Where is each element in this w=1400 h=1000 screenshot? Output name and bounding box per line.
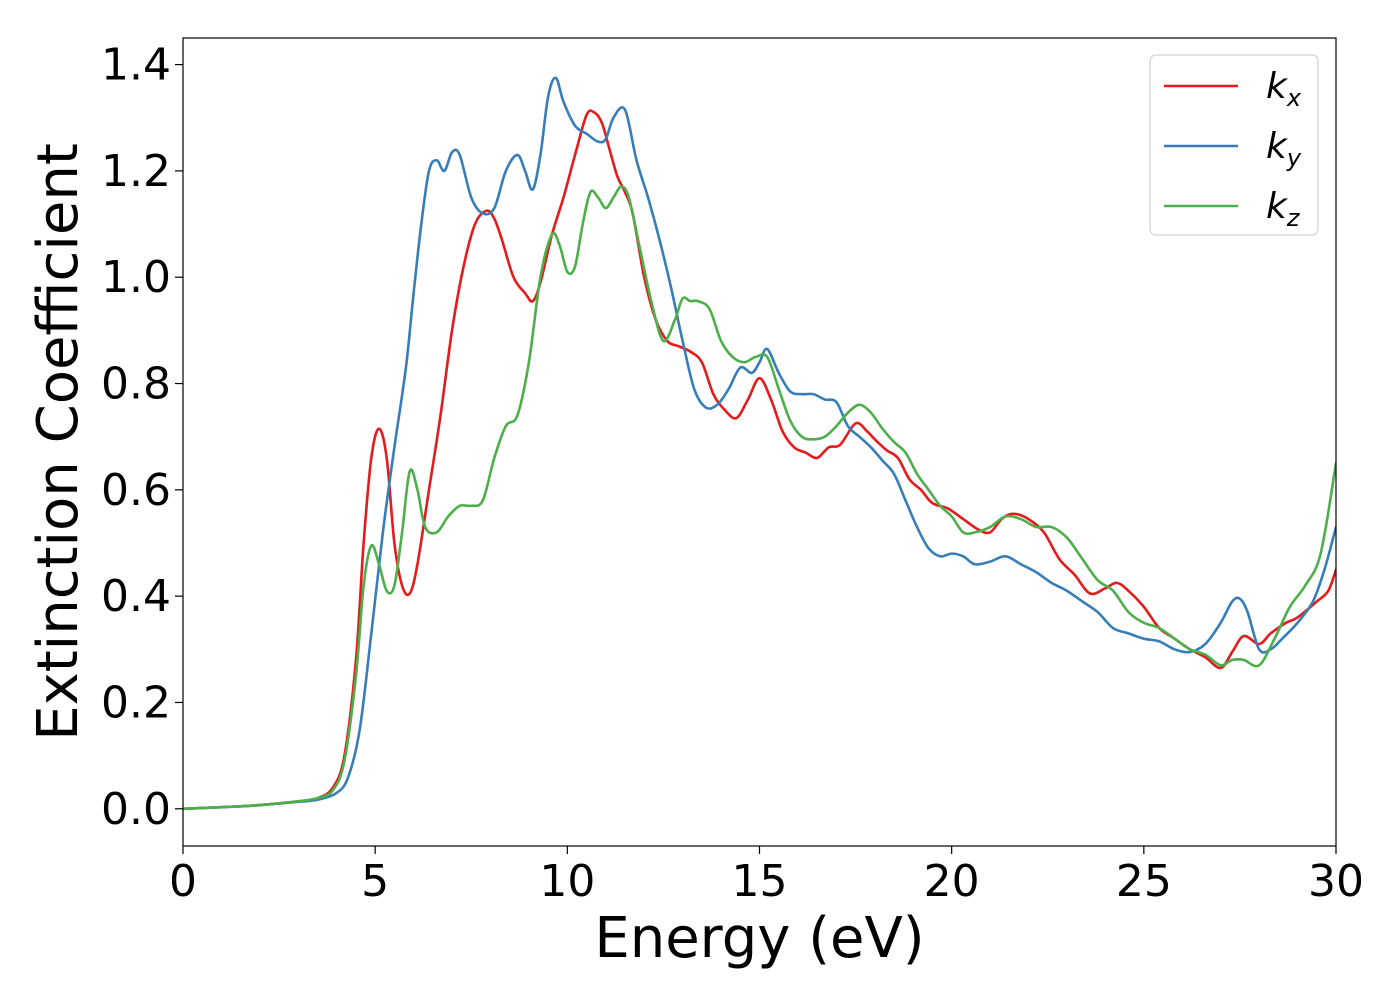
x-tick-label: 30 (1308, 856, 1364, 907)
y-axis-label: Extinction Coefficient (26, 143, 91, 741)
legend-label-kz: kz (1266, 186, 1301, 232)
y-tick-label: 0.2 (101, 677, 171, 728)
x-tick-label: 25 (1116, 856, 1172, 907)
series-line-kx (183, 109, 1336, 811)
y-tick-label: 0.6 (101, 465, 171, 516)
series-line-ky (183, 76, 1336, 811)
x-tick-label: 15 (732, 856, 788, 907)
y-tick-label: 1.2 (101, 146, 171, 197)
y-tick-label: 0.0 (101, 784, 171, 835)
y-tick-label: 0.4 (101, 571, 171, 622)
y-axis-ticks: 0.0 0.2 0.4 0.6 0.8 1.0 1.2 1.4 (101, 40, 183, 835)
x-tick-label: 0 (169, 856, 197, 907)
y-tick-label: 1.0 (101, 252, 171, 303)
legend-label-kx: kx (1266, 66, 1302, 112)
x-axis-label: Energy (eV) (594, 906, 924, 971)
x-tick-label: 5 (361, 856, 389, 907)
x-tick-label: 20 (924, 856, 980, 907)
y-tick-label: 0.8 (101, 359, 171, 410)
legend: kx ky kz (1149, 54, 1319, 236)
x-tick-label: 10 (539, 856, 595, 907)
legend-label-ky: ky (1266, 126, 1302, 172)
plot-background (183, 38, 1336, 846)
series-layer (183, 76, 1336, 811)
x-axis-ticks: 0 5 10 15 20 25 30 (169, 846, 1364, 907)
y-tick-label: 1.4 (101, 40, 171, 91)
series-line-kz (183, 185, 1336, 811)
